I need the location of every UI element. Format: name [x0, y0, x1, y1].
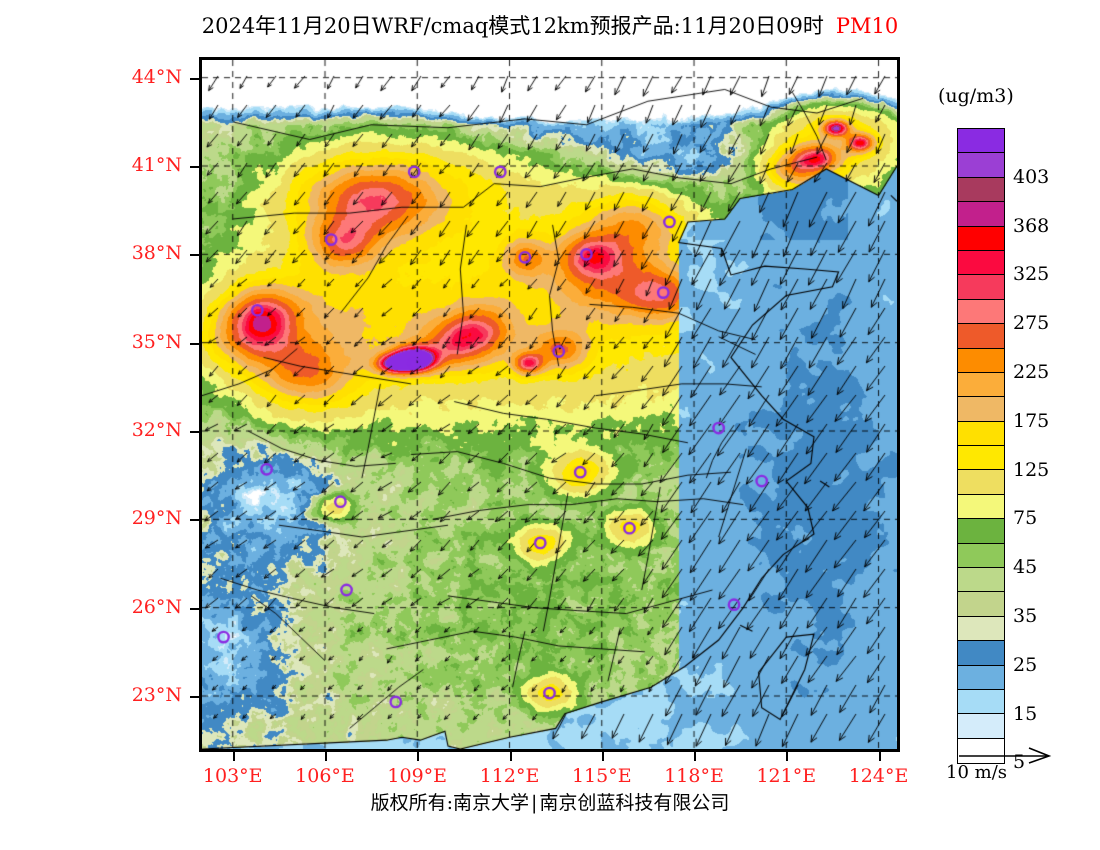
colorbar-band-21[interactable]	[958, 641, 1004, 666]
colorbar-band-19[interactable]	[958, 592, 1004, 617]
lon-tick-label-109: 109°E	[387, 765, 448, 787]
colorbar-band-9[interactable]	[958, 348, 1004, 373]
colorbar-tick-label-325: 325	[1013, 263, 1050, 286]
colorbar-unit-label: (ug/m3)	[938, 85, 1014, 107]
colorbar-band-15[interactable]	[958, 494, 1004, 520]
lat-tick-mark-44	[190, 77, 199, 80]
copyright-left: 版权所有:南京大学	[370, 792, 529, 814]
lat-tick-label-44: 44°N	[131, 65, 182, 88]
colorbar-tick-label-45: 45	[1013, 556, 1038, 579]
colorbar-tick-label-125: 125	[1013, 458, 1050, 481]
colorbar-band-13[interactable]	[958, 446, 1004, 471]
colorbar-band-7[interactable]	[958, 299, 1004, 325]
colorbar-band-23[interactable]	[958, 689, 1004, 715]
colorbar-band-4[interactable]	[958, 226, 1004, 251]
colorbar-band-8[interactable]	[958, 324, 1004, 349]
forecast-map[interactable]	[199, 57, 900, 752]
lon-tick-mark-124	[878, 752, 881, 761]
copyright-footer: 版权所有:南京大学 | 南京创蓝科技有限公司	[0, 788, 1100, 815]
lon-tick-mark-106	[325, 752, 327, 761]
lon-tick-label-121: 121°E	[756, 765, 817, 787]
lat-tick-label-41: 41°N	[131, 154, 182, 176]
lon-tick-mark-109	[417, 752, 420, 761]
lat-tick-mark-38	[190, 254, 199, 257]
lat-tick-label-29: 29°N	[131, 507, 182, 530]
colorbar-band-3[interactable]	[958, 202, 1004, 227]
lon-tick-mark-118	[694, 752, 697, 761]
wind-scale-label: 10 m/s	[946, 762, 1007, 783]
lat-tick-label-32: 32°N	[131, 419, 182, 441]
colorbar-tick-label-403: 403	[1013, 165, 1050, 188]
colorbar-band-10[interactable]	[958, 372, 1004, 398]
colorbar-band-16[interactable]	[958, 519, 1004, 544]
colorbar-tick-label-368: 368	[1013, 214, 1050, 237]
colorbar[interactable]	[957, 128, 1005, 765]
lon-tick-mark-103	[232, 752, 235, 761]
colorbar-tick-label-175: 175	[1013, 409, 1050, 432]
colorbar-band-6[interactable]	[958, 275, 1004, 300]
colorbar-band-18[interactable]	[958, 568, 1004, 593]
colorbar-tick-label-35: 35	[1013, 605, 1038, 627]
colorbar-tick-label-275: 275	[1013, 312, 1050, 335]
copyright-right: 南京创蓝科技有限公司	[539, 792, 730, 814]
colorbar-tick-label-225: 225	[1013, 361, 1050, 383]
wind-scale-arrow-icon	[955, 745, 1085, 767]
lat-tick-label-38: 38°N	[131, 242, 182, 265]
lat-tick-mark-35	[190, 342, 199, 345]
title-species: PM10	[835, 14, 899, 38]
lat-tick-label-35: 35°N	[131, 330, 182, 353]
lat-tick-mark-41	[190, 166, 199, 168]
lon-tick-mark-121	[786, 752, 789, 761]
lon-tick-label-103: 103°E	[202, 765, 263, 787]
colorbar-band-14[interactable]	[958, 470, 1004, 495]
colorbar-band-0[interactable]	[958, 129, 1004, 154]
colorbar-band-25[interactable]	[958, 738, 1004, 764]
lon-tick-label-124: 124°E	[848, 765, 909, 787]
lon-tick-mark-115	[601, 752, 604, 761]
lat-tick-mark-32	[190, 431, 199, 433]
colorbar-band-20[interactable]	[958, 616, 1004, 642]
lat-tick-label-23: 23°N	[131, 684, 182, 706]
colorbar-band-1[interactable]	[958, 153, 1004, 178]
colorbar-tick-label-15: 15	[1013, 702, 1038, 725]
colorbar-band-2[interactable]	[958, 177, 1004, 203]
lat-tick-mark-29	[190, 519, 199, 522]
colorbar-tick-label-5: 5	[1013, 751, 1026, 774]
pm10-concentration-field	[202, 60, 897, 749]
colorbar-tick-label-25: 25	[1013, 653, 1038, 676]
lon-tick-label-112: 112°E	[479, 765, 540, 787]
lon-tick-label-118: 118°E	[664, 765, 724, 787]
lat-tick-label-26: 26°N	[131, 595, 182, 618]
colorbar-band-11[interactable]	[958, 397, 1004, 422]
colorbar-tick-label-75: 75	[1013, 507, 1038, 530]
copyright-separator: |	[530, 792, 538, 814]
lon-tick-label-106: 106°E	[295, 765, 355, 787]
colorbar-band-5[interactable]	[958, 250, 1004, 276]
colorbar-band-22[interactable]	[958, 665, 1004, 690]
colorbar-band-17[interactable]	[958, 543, 1004, 569]
lat-tick-mark-26	[190, 607, 199, 610]
lon-tick-label-115: 115°E	[571, 765, 632, 787]
page-title: 2024年11月20日WRF/cmaq模式12km预报产品:11月20日09时 P…	[0, 10, 1100, 40]
colorbar-band-12[interactable]	[958, 421, 1004, 447]
lon-tick-mark-112	[509, 752, 512, 761]
lat-tick-mark-23	[190, 696, 199, 698]
title-main: 2024年11月20日WRF/cmaq模式12km预报产品:11月20日09时	[201, 14, 824, 38]
colorbar-band-24[interactable]	[958, 714, 1004, 739]
